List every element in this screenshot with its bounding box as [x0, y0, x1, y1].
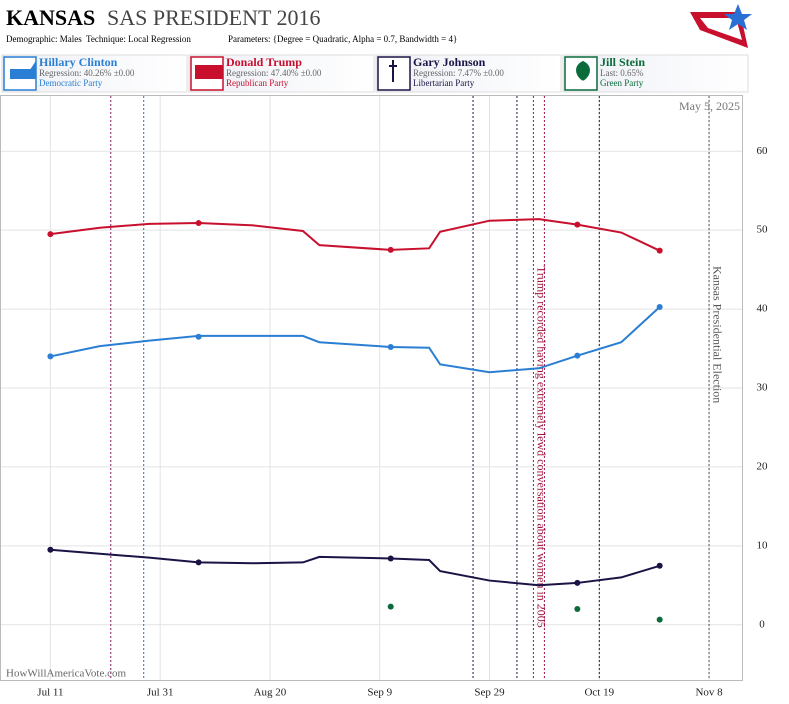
logo: [690, 4, 752, 48]
data-point: [574, 352, 581, 359]
data-point: [387, 603, 394, 610]
data-point: [656, 616, 663, 623]
legend-party: Republican Party: [226, 78, 289, 88]
legend-name: Donald Trump: [226, 55, 302, 69]
legend-stat: Last: 0.65%: [600, 68, 644, 78]
y-tick-label: 40: [757, 303, 769, 315]
technique: Technique: Local Regression: [86, 34, 191, 44]
data-point: [387, 555, 394, 562]
data-point: [47, 231, 54, 238]
legend-stat: Regression: 7.47% ±0.00: [413, 68, 504, 78]
data-point: [574, 221, 581, 228]
legend-name: Hillary Clinton: [39, 55, 118, 69]
watermark: HowWillAmericaVote.com: [6, 668, 126, 680]
title-bold: KANSAS: [6, 5, 95, 30]
legend-party: Green Party: [600, 78, 644, 88]
parameters: Parameters: {Degree = Quadratic, Alpha =…: [228, 34, 457, 44]
data-point: [387, 246, 394, 253]
data-point: [656, 247, 663, 254]
data-point: [574, 605, 581, 612]
legend-name: Gary Johnson: [413, 55, 486, 69]
data-point: [47, 353, 54, 360]
data-point: [387, 343, 394, 350]
data-point: [656, 304, 663, 311]
legend-party: Libertarian Party: [413, 78, 475, 88]
legend-name: Jill Stein: [600, 55, 645, 69]
y-tick-label: 60: [757, 145, 769, 157]
legend-party: Democratic Party: [39, 78, 103, 88]
data-point: [195, 333, 202, 340]
legend-stat: Regression: 47.40% ±0.00: [226, 68, 322, 78]
x-tick-label: Jul 11: [37, 687, 63, 699]
y-tick-label: 0: [759, 618, 765, 630]
legend-icon: [195, 65, 223, 79]
y-tick-label: 30: [757, 382, 769, 394]
x-tick-label: Jul 31: [147, 687, 174, 699]
legend-stat: Regression: 40.26% ±0.00: [39, 68, 135, 78]
date-stamp: May 5, 2025: [679, 99, 740, 113]
x-tick-label: Oct 19: [584, 687, 614, 699]
legend-icon: [10, 60, 36, 79]
legend-icon: [576, 60, 590, 81]
y-tick-label: 50: [757, 224, 769, 236]
event-label: Kansas Presidential Election: [710, 266, 724, 403]
data-point: [195, 559, 202, 566]
x-tick-label: Aug 20: [254, 687, 287, 699]
y-tick-label: 10: [757, 539, 769, 551]
x-tick-label: Sep 9: [367, 687, 392, 699]
data-point: [195, 220, 202, 227]
data-point: [656, 562, 663, 569]
legend-icon: [389, 60, 397, 82]
event-label: Trump recorded having extremely lewd con…: [535, 266, 549, 628]
data-point: [47, 546, 54, 553]
y-tick-label: 20: [757, 460, 769, 472]
x-tick-label: Nov 8: [695, 687, 723, 699]
demographic: Demographic: Males: [6, 34, 82, 44]
title: SAS PRESIDENT 2016: [107, 5, 321, 30]
x-tick-label: Sep 29: [474, 687, 505, 699]
data-point: [574, 579, 581, 586]
